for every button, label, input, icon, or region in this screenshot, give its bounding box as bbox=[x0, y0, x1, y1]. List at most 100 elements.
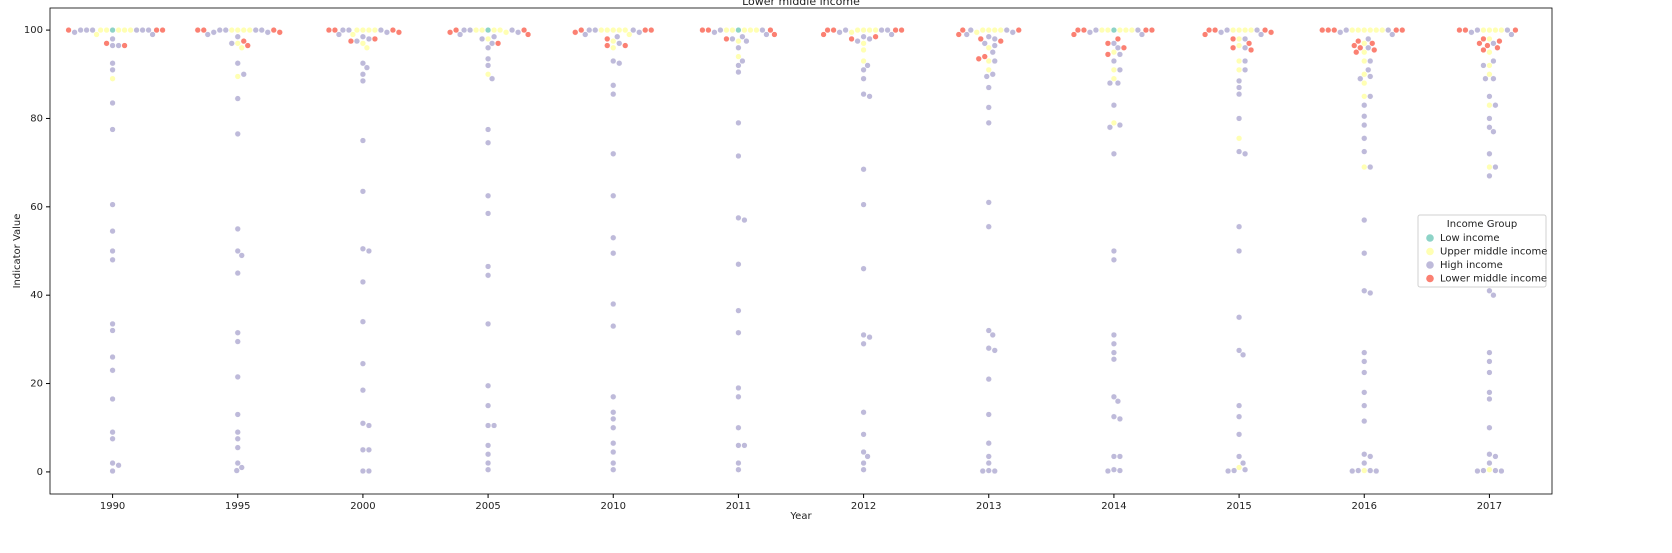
swarm-point bbox=[1134, 26, 1142, 34]
swarm-point bbox=[234, 95, 241, 102]
legend-marker bbox=[1426, 247, 1434, 256]
swarm-point bbox=[484, 272, 492, 279]
swarm-point bbox=[1110, 49, 1118, 56]
swarm-point bbox=[520, 26, 528, 34]
swarm-point bbox=[741, 216, 748, 224]
swarm-point bbox=[363, 44, 371, 51]
swarm-point bbox=[1468, 29, 1475, 36]
swarm-point bbox=[109, 201, 116, 208]
y-tick-label: 80 bbox=[30, 113, 43, 124]
swarm-point bbox=[1492, 26, 1499, 34]
swarm-point bbox=[252, 26, 259, 34]
swarm-point bbox=[1474, 26, 1481, 34]
swarm-point bbox=[71, 29, 78, 36]
swarm-point bbox=[1106, 79, 1114, 87]
swarm-point bbox=[93, 31, 100, 38]
swarm-point bbox=[860, 166, 867, 173]
swarm-point bbox=[1110, 256, 1118, 263]
x-tick-label: 2012 bbox=[851, 501, 876, 512]
swarm-point bbox=[109, 459, 116, 467]
legend-title: Income Group bbox=[1447, 219, 1517, 230]
swarm-point bbox=[1235, 347, 1243, 354]
swarm-point bbox=[359, 420, 367, 427]
swarm-point bbox=[1235, 453, 1243, 460]
swarm-point bbox=[1267, 29, 1275, 36]
swarm-point bbox=[1116, 415, 1124, 423]
swarm-point bbox=[985, 84, 992, 91]
swarm-point bbox=[1110, 75, 1118, 82]
swarm-point bbox=[234, 73, 241, 80]
swarm-point bbox=[977, 35, 984, 43]
swarm-point bbox=[109, 395, 116, 403]
swarm-point bbox=[985, 199, 992, 206]
swarm-point bbox=[860, 201, 867, 208]
swarm-point bbox=[1235, 413, 1243, 420]
swarm-point bbox=[1241, 66, 1249, 74]
swarm-point bbox=[860, 459, 867, 467]
swarm-point bbox=[735, 393, 742, 400]
swarm-point bbox=[616, 40, 623, 47]
legend-label: High income bbox=[1440, 260, 1503, 271]
swarm-point bbox=[446, 29, 454, 36]
swarm-point bbox=[1486, 287, 1493, 294]
swarm-point bbox=[1241, 26, 1249, 34]
swarm-point bbox=[985, 44, 992, 51]
swarm-point bbox=[860, 331, 867, 339]
swarm-point bbox=[240, 26, 247, 34]
swarm-point bbox=[1229, 35, 1237, 43]
swarm-point bbox=[898, 26, 905, 34]
swarm-point bbox=[1486, 369, 1493, 376]
swarm-point bbox=[1361, 93, 1368, 100]
swarm-point bbox=[1080, 26, 1088, 34]
swarm-point bbox=[610, 322, 617, 330]
swarm-point bbox=[1361, 163, 1368, 171]
swarm-point bbox=[1492, 467, 1499, 474]
swarm-point bbox=[89, 26, 96, 34]
swarm-point bbox=[1110, 413, 1118, 420]
swarm-point bbox=[1486, 358, 1493, 365]
swarm-point bbox=[1373, 467, 1380, 475]
swarm-point bbox=[109, 99, 116, 107]
swarm-point bbox=[1504, 26, 1511, 34]
swarm-point bbox=[586, 26, 593, 34]
swarm-point bbox=[339, 26, 347, 34]
swarm-point bbox=[233, 467, 240, 474]
swarm-point bbox=[1369, 40, 1376, 47]
swarm-point bbox=[739, 57, 746, 65]
swarm-point bbox=[985, 327, 992, 334]
swarm-point bbox=[753, 26, 760, 34]
swarm-point bbox=[240, 71, 247, 78]
swarm-point bbox=[610, 192, 617, 199]
swarm-point bbox=[216, 26, 223, 34]
swarm-point bbox=[234, 373, 241, 381]
swarm-point bbox=[735, 459, 742, 467]
swarm-point bbox=[705, 26, 712, 34]
swarm-point bbox=[872, 33, 879, 40]
swarm-point bbox=[228, 40, 235, 47]
swarm-point bbox=[109, 367, 116, 374]
swarm-point bbox=[610, 37, 617, 45]
swarm-point bbox=[1486, 115, 1493, 122]
swarm-point bbox=[363, 64, 371, 71]
swarm-point bbox=[1070, 31, 1078, 38]
swarm-point bbox=[365, 26, 373, 34]
swarm-point bbox=[989, 331, 996, 339]
swarm-point bbox=[1319, 26, 1326, 34]
swarm-point bbox=[359, 71, 367, 78]
swarm-point bbox=[626, 31, 633, 38]
swarm-point bbox=[985, 453, 992, 460]
swarm-point bbox=[991, 467, 998, 475]
swarm-point bbox=[1003, 26, 1010, 34]
swarm-point bbox=[985, 467, 992, 474]
swarm-point bbox=[276, 29, 283, 36]
chart-title: Lower middle income bbox=[742, 0, 860, 8]
swarm-point bbox=[741, 442, 748, 449]
swarm-point bbox=[836, 29, 843, 36]
swarm-point bbox=[1241, 466, 1249, 473]
swarm-point bbox=[1486, 93, 1493, 100]
swarm-point bbox=[1224, 467, 1232, 475]
swarm-point bbox=[610, 466, 617, 473]
swarm-point bbox=[735, 424, 742, 431]
swarm-point bbox=[866, 93, 873, 100]
swarm-point bbox=[1235, 402, 1243, 409]
